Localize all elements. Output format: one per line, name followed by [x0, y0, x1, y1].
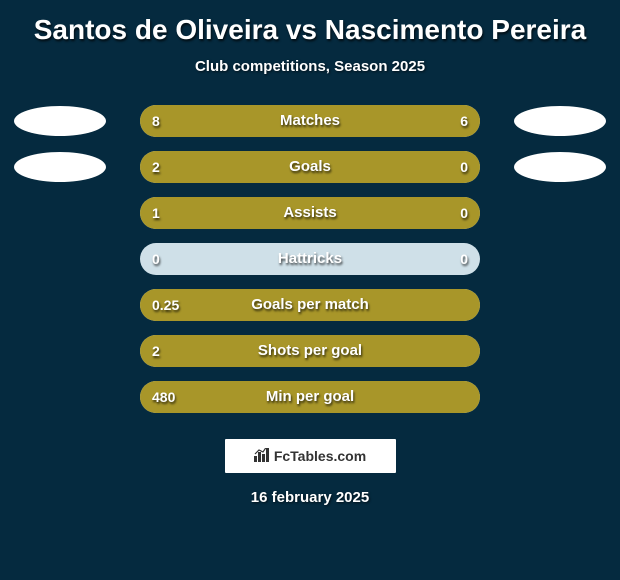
- stat-value-left: 1: [152, 197, 160, 229]
- stat-value-left: 2: [152, 151, 160, 183]
- chart-icon: [254, 448, 270, 464]
- card-date: 16 february 2025: [251, 489, 369, 506]
- attribution-text: FcTables.com: [274, 448, 366, 464]
- stat-label: Min per goal: [140, 381, 480, 413]
- stat-value-left: 8: [152, 105, 160, 137]
- stat-bar: Goals2 0: [140, 151, 480, 183]
- stat-label: Shots per goal: [140, 335, 480, 367]
- stat-value-left: 480: [152, 381, 175, 413]
- stat-value-left: 2: [152, 335, 160, 367]
- comparison-card: Santos de Oliveira vs Nascimento Pereira…: [0, 0, 620, 580]
- stat-row: Matches8 6: [0, 105, 620, 137]
- stat-bar: Hattricks0 0: [140, 243, 480, 275]
- player-left-marker: [14, 106, 106, 136]
- stat-value-right: 6: [460, 105, 468, 137]
- stat-value-left: 0: [152, 243, 160, 275]
- stat-value-right: 0: [460, 243, 468, 275]
- player-left-marker: [14, 152, 106, 182]
- stat-row: Min per goal480: [0, 381, 620, 413]
- player-right-marker: [514, 106, 606, 136]
- stat-row: Hattricks0 0: [0, 243, 620, 275]
- stat-bar: Goals per match0.25: [140, 289, 480, 321]
- stat-label: Assists: [140, 197, 480, 229]
- stat-label: Goals per match: [140, 289, 480, 321]
- stat-bar: Min per goal480: [140, 381, 480, 413]
- stat-bar: Matches8 6: [140, 105, 480, 137]
- stat-label: Matches: [140, 105, 480, 137]
- stat-bar: Assists1 0: [140, 197, 480, 229]
- stat-value-right: 0: [460, 197, 468, 229]
- stat-value-left: 0.25: [152, 289, 179, 321]
- stat-row: Goals per match0.25: [0, 289, 620, 321]
- stat-bar: Shots per goal2: [140, 335, 480, 367]
- stat-label: Hattricks: [140, 243, 480, 275]
- stat-row: Goals2 0: [0, 151, 620, 183]
- player-right-marker: [514, 152, 606, 182]
- card-title: Santos de Oliveira vs Nascimento Pereira: [34, 14, 586, 46]
- attribution-badge: FcTables.com: [223, 437, 398, 475]
- stat-row: Assists1 0: [0, 197, 620, 229]
- card-subtitle: Club competitions, Season 2025: [195, 58, 425, 75]
- stat-row: Shots per goal2: [0, 335, 620, 367]
- stats-area: Matches86Goals20Assists10Hattricks00Goal…: [0, 105, 620, 413]
- stat-label: Goals: [140, 151, 480, 183]
- stat-value-right: 0: [460, 151, 468, 183]
